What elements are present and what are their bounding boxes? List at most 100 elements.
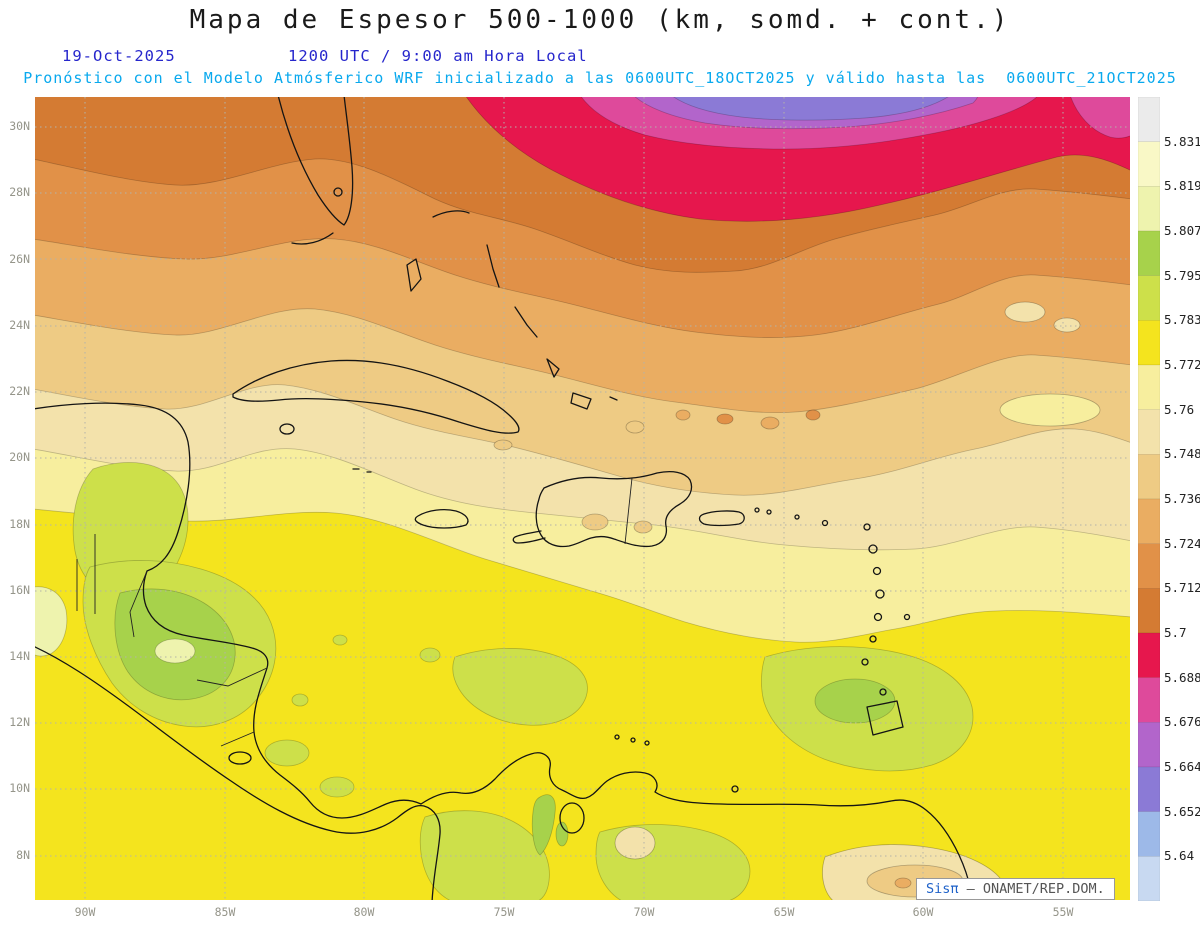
run-date: 19-Oct-2025 (62, 47, 176, 65)
contour-patch-andes-1 (531, 794, 556, 856)
contour-patch-venezuela-east-core (814, 678, 896, 724)
colorbar-segment (1138, 856, 1160, 901)
coastline-jamaica (414, 509, 469, 529)
island-anguilla (794, 514, 800, 520)
island-stlucia (873, 612, 883, 622)
contour-spot-merida-cream (614, 826, 656, 860)
lat-tick-8n: 8N (16, 848, 30, 862)
lat-tick-12n: 12N (9, 715, 30, 729)
lat-tick-26n: 26N (9, 252, 30, 266)
colorbar-label: 5.831 (1164, 134, 1200, 149)
contour-spot-noise-1 (625, 420, 645, 434)
contour-spot-guyana-orange (894, 877, 912, 889)
contour-dot-sea-1 (291, 693, 309, 707)
colorbar (1138, 97, 1160, 901)
colorbar-label: 5.748 (1164, 446, 1200, 461)
island-martinique (875, 589, 885, 599)
island-stkitts (821, 519, 829, 527)
lon-tick-60w: 60W (912, 905, 934, 919)
contour-spot-ne-pale (999, 393, 1101, 427)
contour-patch-left-edge-pale (35, 586, 68, 657)
contour-patch-panama (319, 776, 355, 798)
coastline-south-america (420, 752, 974, 900)
attribution-box: Sisπ — ONAMET/REP.DOM. (916, 878, 1115, 900)
colorbar-label: 5.783 (1164, 312, 1200, 327)
coastline-hispaniola (535, 471, 693, 548)
coastline-long-island (514, 306, 538, 338)
contour-dot-sea-2 (419, 647, 441, 663)
page-title: Mapa de Espesor 500-1000 (km, somd. + co… (189, 5, 1011, 35)
colorbar-label: 5.772 (1164, 357, 1200, 372)
lon-tick-75w: 75W (493, 905, 515, 919)
colorbar-segment (1138, 320, 1160, 366)
colorbar-label: 5.795 (1164, 268, 1200, 283)
colorbar-segment (1138, 677, 1160, 723)
coastline-puerto-rico (698, 510, 745, 527)
coastline-trinidad (866, 700, 904, 736)
lake-nicaragua (228, 751, 252, 765)
colorbar-label: 5.807 (1164, 223, 1200, 238)
colorbar-segment (1138, 722, 1160, 768)
lake-maracaibo (559, 802, 585, 834)
lon-tick-85w: 85W (214, 905, 236, 919)
contour-spot-hispaniola-1 (581, 513, 609, 531)
colorbar-segment (1138, 454, 1160, 500)
lat-tick-10n: 10N (9, 781, 30, 795)
contour-spot-noise-5 (805, 409, 821, 421)
border-guatemala-honduras (129, 570, 148, 638)
coastline-florida-keys (291, 232, 334, 245)
contour-patch-andes-2 (555, 821, 569, 847)
island-margarita (731, 785, 739, 793)
border-honduras-nicaragua (196, 667, 268, 687)
colorbar-segment (1138, 186, 1160, 232)
island-antigua (863, 523, 871, 531)
colorbar-segment (1138, 409, 1160, 455)
colorbar-label: 5.688 (1164, 670, 1200, 685)
colorbar-segment (1138, 766, 1160, 812)
island-barbados (903, 613, 911, 621)
island-aruba (614, 734, 620, 740)
lake-okeechobee (333, 187, 343, 197)
colorbar-segment (1138, 275, 1160, 321)
coastline-florida (277, 97, 354, 226)
lon-tick-65w: 65W (773, 905, 795, 919)
colorbar-label: 5.724 (1164, 536, 1200, 551)
contour-patch-costa-rica (264, 739, 310, 767)
lon-tick-90w: 90W (74, 905, 96, 919)
coastline-andros (406, 258, 422, 292)
lon-tick-55w: 55W (1052, 905, 1074, 919)
colorbar-segment (1138, 632, 1160, 678)
contour-patch-central-caribbean (452, 648, 588, 726)
island-virgin-2 (766, 509, 772, 515)
colorbar-label: 5.64 (1164, 848, 1195, 863)
colorbar-segment (1138, 811, 1160, 857)
contour-spot-noise-2 (675, 409, 691, 421)
map-canvas (35, 97, 1130, 900)
island-curacao (630, 737, 636, 743)
contour-spot-ne-cream-1 (1004, 301, 1046, 323)
island-stvincent (869, 635, 877, 643)
colorbar-label: 5.676 (1164, 714, 1200, 729)
island-bonaire (644, 740, 650, 746)
lat-tick-18n: 18N (9, 517, 30, 531)
colorbar-label: 5.652 (1164, 804, 1200, 819)
forecast-description: Pronóstico con el Modelo Atmósferico WRF… (23, 69, 1177, 87)
coastline-isle-of-youth (279, 423, 295, 435)
island-tobago (879, 688, 887, 696)
colorbar-segment (1138, 141, 1160, 187)
lat-tick-24n: 24N (9, 318, 30, 332)
coastlines (35, 97, 974, 900)
coastline-cuba (232, 359, 520, 434)
colorbar-segment (1138, 97, 1160, 142)
colorbar-label: 5.736 (1164, 491, 1200, 506)
contour-patch-colombia (419, 810, 550, 900)
colorbar-segment (1138, 588, 1160, 634)
coastline-cayman (352, 468, 372, 473)
island-grenada (861, 658, 869, 666)
contour-spot-noise-4 (760, 416, 780, 430)
lat-tick-30n: 30N (9, 119, 30, 133)
island-virgin (754, 507, 760, 513)
coastline-turks (609, 396, 618, 401)
border-nicaragua-costa-rica (220, 731, 255, 747)
colorbar-segment (1138, 230, 1160, 276)
